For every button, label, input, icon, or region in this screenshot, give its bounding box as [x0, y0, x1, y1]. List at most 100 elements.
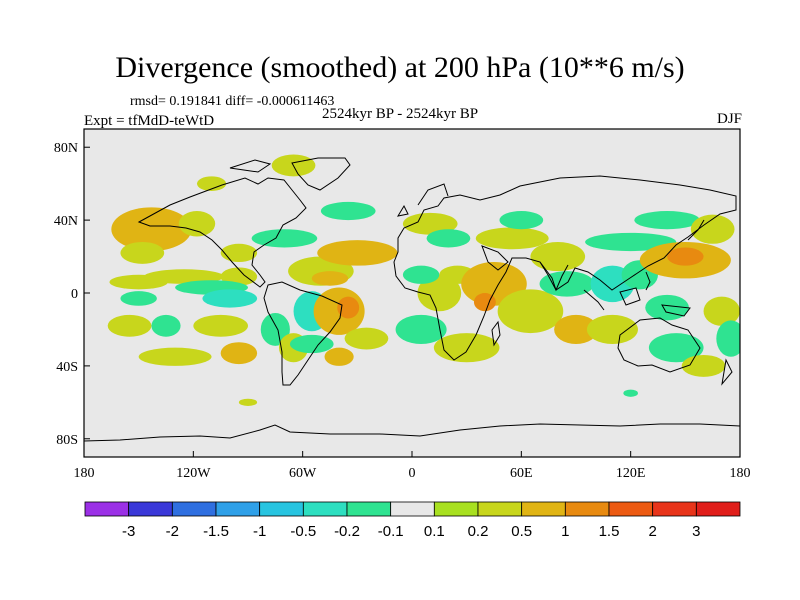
x-tick-label-2: 60W [289, 466, 317, 481]
coastline-british-isles [396, 204, 409, 217]
divergence-contour-49 [634, 211, 700, 230]
divergence-contour-12 [138, 347, 212, 366]
colorbar-label-11: 1.5 [599, 523, 620, 540]
divergence-contour-23 [311, 271, 349, 286]
plot-background [84, 129, 740, 457]
y-tick-label-2: 0 [71, 287, 78, 302]
colorbar-label-8: 0.2 [468, 523, 489, 540]
colorbar-swatch-5 [302, 501, 348, 517]
y-tick-label-1: 40N [54, 214, 78, 229]
divergence-contour-9 [107, 314, 152, 337]
colorbar-swatch-13 [652, 501, 697, 517]
colorbar-swatch-8 [433, 501, 479, 517]
divergence-contour-54 [703, 296, 740, 326]
x-tick-label-1: 120W [176, 466, 211, 481]
divergence-contour-36 [433, 333, 500, 363]
y-tick-label-4: 80S [56, 433, 78, 448]
colorbar-label-4: -0.5 [290, 523, 316, 540]
coastline-australia [617, 317, 701, 373]
divergence-contour-28 [196, 176, 227, 191]
divergence-contour-30 [402, 212, 458, 235]
colorbar-label-13: 3 [692, 523, 700, 540]
rmsd-diff-stats: rmsd= 0.191841 diff= -0.000611463 [130, 94, 335, 109]
colorbar-swatch-12 [608, 501, 654, 517]
coastline-south-america [263, 281, 343, 386]
axis-ticks: 180 120W 60W 0 60E 120E 180 80N 40N 0 40S 80S [54, 141, 751, 481]
y-tick-label-0: 80N [54, 141, 78, 156]
coastline-india [539, 261, 569, 292]
divergence-contour-5 [220, 267, 258, 286]
colorbar-label-3: -1 [253, 523, 266, 540]
divergence-field [107, 154, 740, 406]
colorbar-label-1: -2 [166, 523, 179, 540]
coastline-arabia [481, 245, 509, 271]
x-tick-label-4: 60E [510, 466, 533, 481]
coastline-eurasia-africa [393, 175, 737, 361]
divergence-contour-18 [337, 296, 360, 319]
divergence-contour-53 [645, 294, 689, 321]
x-tick-label-6: 180 [730, 466, 751, 481]
divergence-contour-0 [111, 207, 192, 252]
divergence-contour-43 [539, 271, 595, 297]
divergence-contour-2 [178, 211, 216, 237]
colorbar-label-7: 0.1 [424, 523, 445, 540]
divergence-contour-24 [317, 240, 398, 266]
divergence-contour-38 [473, 293, 496, 312]
divergence-contour-10 [151, 314, 181, 337]
coastline-philippines [645, 271, 651, 291]
x-tick-label-3: 0 [409, 466, 416, 481]
colorbar-swatch-6 [346, 501, 392, 517]
colorbar-swatch-3 [215, 501, 261, 517]
divergence-contour-42 [530, 241, 586, 272]
coastline-sumatra [583, 289, 605, 311]
divergence-contour-21 [344, 327, 389, 350]
divergence-contour-51 [667, 247, 704, 266]
colorbar-label-9: 0.5 [511, 523, 532, 540]
coastline-new-zealand [721, 358, 733, 386]
season-label: DJF [716, 111, 742, 127]
divergence-contour-11 [193, 314, 249, 337]
colorbar-swatch-9 [477, 501, 523, 517]
coastline-greenland [291, 157, 351, 191]
divergence-contour-1 [120, 241, 165, 264]
divergence-contour-14 [260, 313, 290, 346]
divergence-contour-20 [324, 347, 354, 366]
map-title: Divergence (smoothed) at 200 hPa (10**6 … [115, 51, 685, 84]
divergence-contour-7 [120, 291, 157, 306]
coastline-arctic-islands [229, 159, 272, 173]
divergence-contour-31 [426, 229, 471, 248]
divergence-contour-47 [586, 314, 638, 345]
divergence-contour-55 [648, 333, 704, 363]
coastline-madagascar [491, 320, 501, 347]
x-tick-label-0: 180 [74, 466, 95, 481]
divergence-contour-8 [202, 289, 258, 308]
divergence-contour-25 [251, 229, 318, 248]
colorbar-swatch-14 [695, 501, 741, 517]
colorbar-swatch-2 [171, 501, 217, 517]
colorbar-label-5: -0.2 [334, 523, 360, 540]
colorbar-label-0: -3 [122, 523, 135, 540]
coastline-antarctica [84, 423, 740, 442]
colorbar-swatch-7 [390, 501, 435, 517]
divergence-contour-57 [716, 320, 740, 357]
divergence-contour-40 [475, 227, 549, 250]
divergence-contour-29 [320, 201, 376, 221]
divergence-contour-26 [220, 243, 258, 263]
divergence-contour-58 [623, 389, 638, 397]
x-tick-label-5: 120E [616, 466, 646, 481]
period-label: 2524kyr BP - 2524kyr BP [322, 106, 479, 122]
divergence-contour-39 [497, 289, 564, 334]
divergence-contour-33 [395, 314, 447, 345]
colorbar-swatch-1 [128, 501, 173, 517]
divergence-contour-44 [554, 314, 598, 345]
coastline-borneo [619, 287, 641, 306]
divergence-contour-32 [417, 274, 462, 312]
coastline-north-america [137, 177, 307, 288]
divergence-contour-41 [499, 211, 544, 230]
colorbar-label-2: -1.5 [203, 523, 229, 540]
coastline-new-guinea [661, 304, 691, 317]
divergence-contour-48 [585, 232, 677, 252]
divergence-contour-52 [690, 214, 735, 244]
colorbar-label-6: -0.1 [378, 523, 404, 540]
